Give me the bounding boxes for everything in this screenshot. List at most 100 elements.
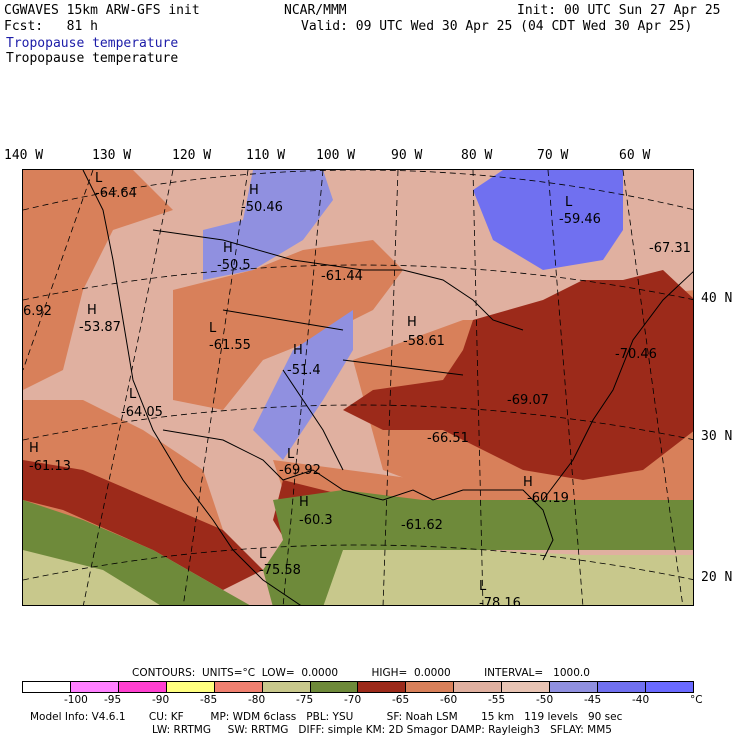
- lon-label: 70 W: [537, 148, 569, 163]
- legend-tick: -85: [200, 694, 218, 706]
- center-letter: H: [407, 315, 417, 330]
- center-letter: H: [299, 495, 309, 510]
- legend-tick: -65: [392, 694, 410, 706]
- legend-tick: -70: [344, 694, 362, 706]
- center-value: -61.13: [29, 459, 71, 474]
- legend-swatch: [406, 682, 455, 692]
- lon-label: 140 W: [4, 148, 44, 163]
- graticule-line: [83, 170, 174, 605]
- shading-orange-central: [173, 240, 403, 410]
- center-letter: L: [479, 579, 487, 594]
- lon-label: 100 W: [316, 148, 356, 163]
- legend-swatch: [598, 682, 646, 692]
- lon-label: 80 W: [461, 148, 493, 163]
- center-letter: H: [523, 475, 533, 490]
- shading-olive-sw: [23, 550, 160, 605]
- center-letter: L: [287, 447, 295, 462]
- tropopause-temperature-map: L -64.64 H -50.46 L -59.46 H -50.5 -67.3…: [22, 169, 694, 606]
- center-letter: L: [259, 547, 267, 562]
- legend-tick: -60: [440, 694, 458, 706]
- center-letter: L: [565, 195, 573, 210]
- contour-info: CONTOURS: UNITS=°C LOW= 0.0000 HIGH= 0.0…: [132, 667, 590, 679]
- shading-orange-west: [23, 170, 173, 390]
- center-value: 6.92: [23, 304, 52, 319]
- field-label-shaded: Tropopause temperature: [6, 36, 179, 51]
- coastline: [82, 170, 301, 605]
- center-value: -59.46: [559, 212, 601, 227]
- graticule-line: [472, 170, 484, 605]
- legend-swatch: [262, 682, 311, 692]
- center-value: -60.3: [299, 513, 333, 528]
- coastlines: [82, 170, 693, 605]
- legend-swatch: [502, 682, 551, 692]
- graticule-line: [547, 170, 584, 605]
- great-lakes: [402, 269, 524, 331]
- graticule-line: [23, 170, 693, 211]
- center-letter: H: [293, 343, 303, 358]
- lon-label: 110 W: [246, 148, 286, 163]
- center-letter: H: [223, 241, 233, 256]
- legend-swatch: [23, 682, 71, 692]
- center-value: -67.31: [649, 241, 691, 256]
- center-value: -50.46: [241, 200, 283, 215]
- center-value: -61.55: [209, 338, 251, 353]
- legend-tick: -80: [248, 694, 266, 706]
- center-letter: H: [29, 441, 39, 456]
- shading-olive-caribbean: [323, 550, 693, 605]
- shading-darkred-east: [343, 270, 693, 480]
- legend-swatch: [70, 682, 119, 692]
- graticule-line: [382, 170, 399, 605]
- field-label-contour: Tropopause temperature: [6, 51, 179, 66]
- graticule-line: [23, 170, 94, 371]
- center-value: -61.44: [321, 269, 363, 284]
- model-info: Model Info: V4.6.1 CU: KF MP: WDM 6class…: [30, 711, 623, 723]
- legend-swatch: [550, 682, 599, 692]
- center-labels: L -64.64 H -50.46 L -59.46 H -50.5 -67.3…: [23, 171, 691, 605]
- legend-tick: -45: [584, 694, 602, 706]
- coastline-gulf: [162, 429, 554, 561]
- valid-time: Valid: 09 UTC Wed 30 Apr 25 (04 CDT Wed …: [301, 19, 693, 34]
- legend-swatch: [166, 682, 215, 692]
- shading-purple-ne: [473, 170, 623, 270]
- legend-tick: -55: [488, 694, 506, 706]
- legend-tick: -100: [64, 694, 88, 706]
- center-value: -58.61: [403, 334, 445, 349]
- coastline-atlantic: [542, 271, 693, 501]
- state-line: [342, 359, 464, 376]
- center-value: -53.87: [79, 320, 121, 335]
- legend-swatch: [214, 682, 263, 692]
- center-value: -51.4: [287, 363, 321, 378]
- lon-label: 60 W: [619, 148, 651, 163]
- graticule-line: [622, 170, 684, 605]
- graticule-line: [182, 170, 249, 605]
- legend-tick: -95: [104, 694, 122, 706]
- physics-info: LW: RRTMG SW: RRTMG DIFF: simple KM: 2D …: [152, 724, 612, 736]
- legend-tick: -75: [296, 694, 314, 706]
- legend-swatch: [645, 682, 693, 692]
- center-value: -64.05: [121, 405, 163, 420]
- lat-label: 40 N: [701, 291, 733, 306]
- center-letter: L: [95, 171, 103, 186]
- init-time: Init: 00 UTC Sun 27 Apr 25: [517, 3, 721, 18]
- center-value: -75.58: [259, 563, 301, 578]
- center-value: -66.51: [427, 431, 469, 446]
- legend-tick: -50: [536, 694, 554, 706]
- lon-label: 130 W: [92, 148, 132, 163]
- color-legend: [22, 681, 694, 693]
- forecast-hour: Fcst: 81 h: [4, 19, 98, 34]
- center-value: -61.62: [401, 518, 443, 533]
- legend-swatch: [310, 682, 359, 692]
- center-letter: L: [209, 321, 217, 336]
- lon-label: 120 W: [172, 148, 212, 163]
- model-title: CGWAVES 15km ARW-GFS init: [4, 3, 200, 18]
- shading-green-gulf: [263, 490, 693, 605]
- legend-swatch: [118, 682, 167, 692]
- graticule: [23, 170, 693, 605]
- org-label: NCAR/MMM: [284, 3, 347, 18]
- center-value: -69.07: [507, 393, 549, 408]
- state-line: [282, 369, 344, 471]
- state-line: [222, 309, 344, 331]
- center-value: -64.64: [95, 186, 137, 201]
- map-canvas: L -64.64 H -50.46 L -59.46 H -50.5 -67.3…: [23, 170, 693, 605]
- center-value: -50.5: [217, 258, 251, 273]
